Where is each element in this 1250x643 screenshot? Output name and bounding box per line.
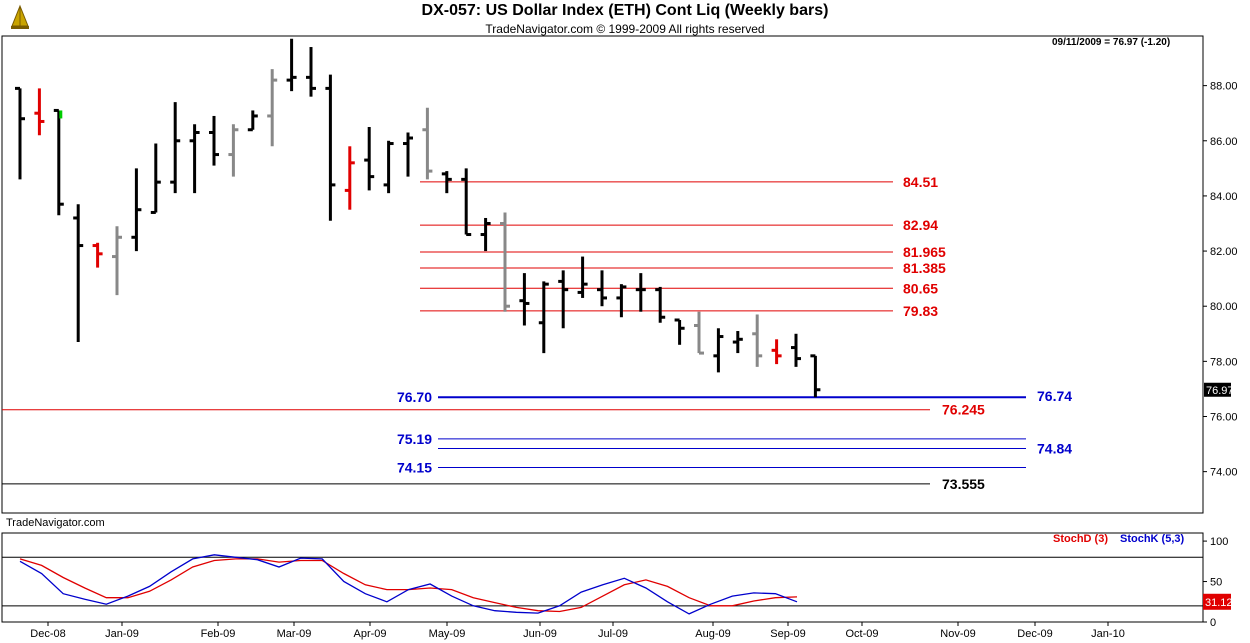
last-value-stamp: 09/11/2009 = 76.97 (-1.20) (1052, 37, 1171, 48)
oscillator-tick-label: 50 (1210, 577, 1222, 589)
credit-text: TradeNavigator.com (6, 517, 105, 529)
last-value-box (1204, 382, 1231, 397)
price-axis: 74.00 76.00 78.00 80.00 82.00 84.00 86.00 88.00… (1203, 81, 1238, 479)
date-tick-label: Feb-09 (201, 628, 236, 640)
date-tick-label: Dec-09 (1017, 628, 1052, 640)
level-label: 76.74 (1037, 388, 1072, 404)
date-tick-label: Apr-09 (353, 628, 386, 640)
level-label: 84.51 (903, 174, 938, 190)
date-tick-label: Mar-09 (277, 628, 312, 640)
level-label: 80.65 (903, 280, 938, 296)
price-tick-label: 84.00 (1210, 191, 1238, 203)
price-tick-label: 86.00 (1210, 136, 1238, 148)
date-tick-label: Sep-09 (770, 628, 805, 640)
level-label: 74.15 (397, 460, 432, 476)
trade-navigator-logo-icon (8, 4, 32, 30)
last-value-label: 76.97 (1206, 385, 1234, 397)
date-tick-label: Dec-08 (30, 628, 65, 640)
main-panel-border (1, 35, 1204, 514)
date-tick-label: Jan-10 (1091, 628, 1125, 640)
legend-stochk: StochK (5,3) (1120, 533, 1185, 545)
date-tick-label: Jul-09 (598, 628, 628, 640)
date-tick-label: Oct-09 (845, 628, 878, 640)
stochastic-panel: 0 50 100 StochD (3) StochK (5,3) 31.12 (2, 533, 1233, 629)
chart-subtitle: TradeNavigator.com © 1999-2009 All right… (485, 22, 765, 36)
stochastic-line (19, 554, 798, 615)
level-label: 76.245 (942, 402, 985, 418)
legend-stochd: StochD (3) (1053, 533, 1108, 545)
oscillator-tick-label: 0 (1210, 617, 1216, 629)
date-axis: Dec-08 Jan-09 Feb-09 Mar-09 Apr-09 May-09 Jun-… (30, 622, 1125, 640)
level-label: 73.555 (942, 476, 985, 492)
price-tick-label: 78.00 (1210, 356, 1238, 368)
level-label: 76.70 (397, 389, 432, 405)
price-tick-label: 82.00 (1210, 246, 1238, 258)
stochastic-last-value-label: 31.12 (1205, 597, 1233, 609)
chart-title: DX-057: US Dollar Index (ETH) Cont Liq (… (421, 2, 829, 19)
oscillator-panel-border (1, 532, 1204, 623)
date-tick-label: Nov-09 (940, 628, 975, 640)
date-tick-label: Jan-09 (105, 628, 139, 640)
level-label: 82.94 (903, 217, 938, 233)
level-label: 81.385 (903, 260, 946, 276)
price-tick-label: 74.00 (1210, 467, 1238, 479)
level-label: 81.965 (903, 244, 946, 260)
stochastic-line (19, 558, 798, 613)
stochastic-last-value-box (1203, 593, 1231, 610)
price-tick-label: 76.00 (1210, 411, 1238, 423)
level-label: 74.84 (1037, 440, 1072, 456)
price-bars (15, 38, 821, 398)
price-tick-label: 88.00 (1210, 81, 1238, 93)
chart-frame (1, 35, 1204, 623)
date-tick-label: May-09 (429, 628, 466, 640)
date-tick-label: Aug-09 (695, 628, 730, 640)
level-label: 79.83 (903, 303, 938, 319)
date-tick-label: Jun-09 (523, 628, 557, 640)
oscillator-tick-label: 100 (1210, 536, 1228, 548)
price-tick-label: 80.00 (1210, 301, 1238, 313)
level-label: 75.19 (397, 431, 432, 447)
